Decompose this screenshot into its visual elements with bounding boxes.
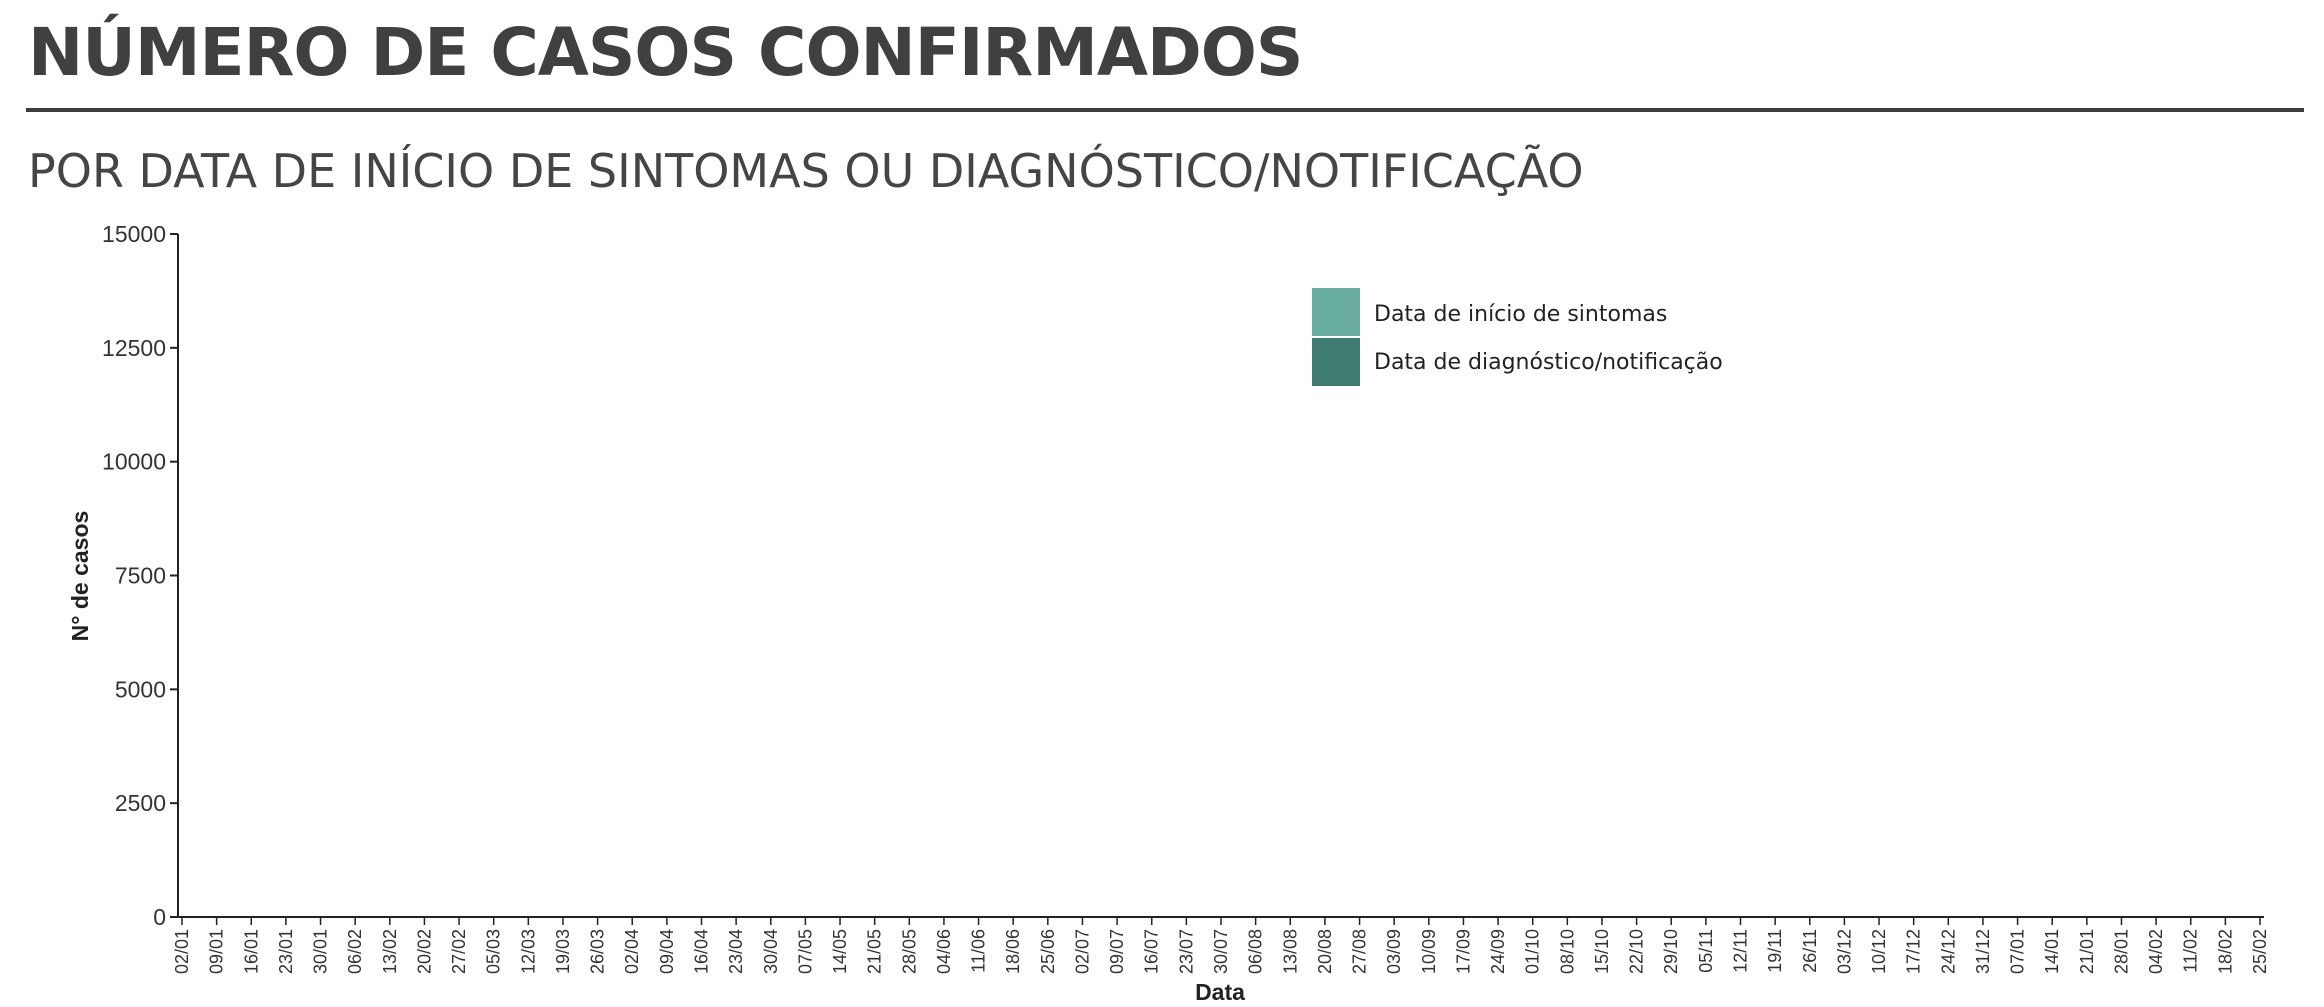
chart-legend: Data de início de sintomas Data de diagn… (1312, 288, 1723, 386)
x-tick-label: 11/06 (969, 929, 989, 973)
x-tick-label: 09/04 (657, 929, 677, 974)
x-tick-label: 05/03 (484, 929, 504, 974)
x-tick-label: 27/08 (1350, 929, 1370, 974)
x-tick-label: 21/01 (2077, 929, 2097, 974)
x-tick-label: 26/03 (588, 929, 608, 974)
x-tick-label: 16/01 (241, 929, 261, 974)
y-tick-label: 2500 (115, 790, 166, 816)
x-tick-label: 17/12 (1904, 929, 1924, 974)
x-tick-label: 09/07 (1107, 929, 1127, 974)
x-tick-label: 31/12 (1973, 929, 1993, 974)
x-tick-label: 04/06 (934, 929, 954, 974)
x-tick-label: 28/05 (899, 929, 919, 974)
x-tick-label: 24/09 (1488, 929, 1508, 974)
x-tick-label: 21/05 (865, 929, 885, 974)
x-tick-label: 02/04 (622, 929, 642, 974)
title-divider (26, 108, 2304, 112)
x-tick-label: 03/09 (1384, 929, 1404, 974)
legend-label-symptom-onset: Data de início de sintomas (1374, 302, 1667, 327)
x-tick-label: 08/10 (1557, 929, 1577, 974)
legend-label-diagnosis: Data de diagnóstico/notificação (1374, 350, 1723, 375)
x-tick-label: 30/01 (311, 929, 331, 974)
x-tick-label: 30/07 (1211, 929, 1231, 974)
x-tick-label: 18/02 (2215, 929, 2235, 974)
y-tick-label: 12500 (102, 335, 166, 361)
x-tick-label: 16/04 (692, 929, 712, 974)
x-tick-label: 12/11 (1731, 929, 1751, 973)
x-tick-label: 05/11 (1696, 929, 1716, 973)
page-subtitle: POR DATA DE INÍCIO DE SINTOMAS OU DIAGNÓ… (28, 144, 1584, 198)
y-tick-label: 7500 (115, 563, 166, 589)
x-tick-label: 20/02 (414, 929, 434, 974)
x-tick-label: 15/10 (1592, 929, 1612, 974)
x-tick-label: 14/01 (2042, 929, 2062, 974)
x-tick-label: 06/08 (1246, 929, 1266, 974)
x-tick-label: 18/06 (1003, 929, 1023, 974)
y-axis: 0 2500 5000 7500 10000 12500 15000 (102, 221, 179, 930)
x-tick-label: 23/01 (276, 929, 296, 974)
x-tick-label: 24/12 (1938, 929, 1958, 974)
x-axis-label: Data (1195, 979, 1245, 1002)
confirmed-cases-chart: 0 2500 5000 7500 10000 12500 15000 02/01 09/01 1… (0, 200, 2324, 1005)
x-tick-label: 01/10 (1523, 929, 1543, 974)
x-tick-label: 20/08 (1315, 929, 1335, 974)
y-tick-label: 0 (153, 904, 166, 930)
x-tick-label: 14/05 (830, 929, 850, 974)
x-tick-label: 25/06 (1038, 929, 1058, 974)
x-tick-label: 02/01 (172, 929, 192, 974)
x-tick-label: 19/03 (553, 929, 573, 974)
x-tick-label: 10/09 (1419, 929, 1439, 974)
x-tick-label: 07/05 (795, 929, 815, 974)
x-tick-label: 12/03 (518, 929, 538, 974)
x-tick-label: 03/12 (1834, 929, 1854, 974)
x-axis: 02/01 09/01 16/01 23/01 30/01 06/02 13/02 20/02… (172, 916, 2270, 974)
x-tick-label: 11/02 (2181, 929, 2201, 973)
y-tick-label: 10000 (102, 449, 166, 475)
x-tick-label: 06/02 (345, 929, 365, 974)
x-tick-label: 10/12 (1869, 929, 1889, 974)
y-tick-label: 5000 (115, 676, 166, 702)
y-axis-label: N° de casos (67, 511, 93, 642)
x-tick-label: 04/02 (2146, 929, 2166, 974)
x-tick-label: 22/10 (1627, 929, 1647, 974)
legend-swatch-diagnosis (1312, 338, 1360, 386)
x-tick-label: 23/04 (726, 929, 746, 974)
legend-swatch-symptom-onset (1312, 288, 1360, 336)
x-tick-label: 13/08 (1280, 929, 1300, 974)
x-tick-label: 25/02 (2250, 929, 2270, 974)
x-tick-label: 13/02 (380, 929, 400, 974)
x-tick-label: 02/07 (1072, 929, 1092, 974)
bar-chart: 0 2500 5000 7500 10000 12500 15000 02/01 09/01 1… (67, 221, 2270, 1005)
x-tick-label: 29/10 (1661, 929, 1681, 974)
x-tick-label: 23/07 (1176, 929, 1196, 974)
x-tick-label: 30/04 (761, 929, 781, 974)
x-tick-label: 17/09 (1453, 929, 1473, 974)
x-tick-label: 09/01 (207, 929, 227, 974)
x-tick-label: 07/01 (2008, 929, 2028, 974)
x-tick-label: 27/02 (449, 929, 469, 974)
x-tick-label: 26/11 (1800, 929, 1820, 973)
y-tick-label: 15000 (102, 221, 166, 247)
x-tick-label: 28/01 (2111, 929, 2131, 974)
page-title: NÚMERO DE CASOS CONFIRMADOS (28, 14, 1303, 91)
x-tick-label: 16/07 (1142, 929, 1162, 974)
x-tick-label: 19/11 (1765, 929, 1785, 973)
